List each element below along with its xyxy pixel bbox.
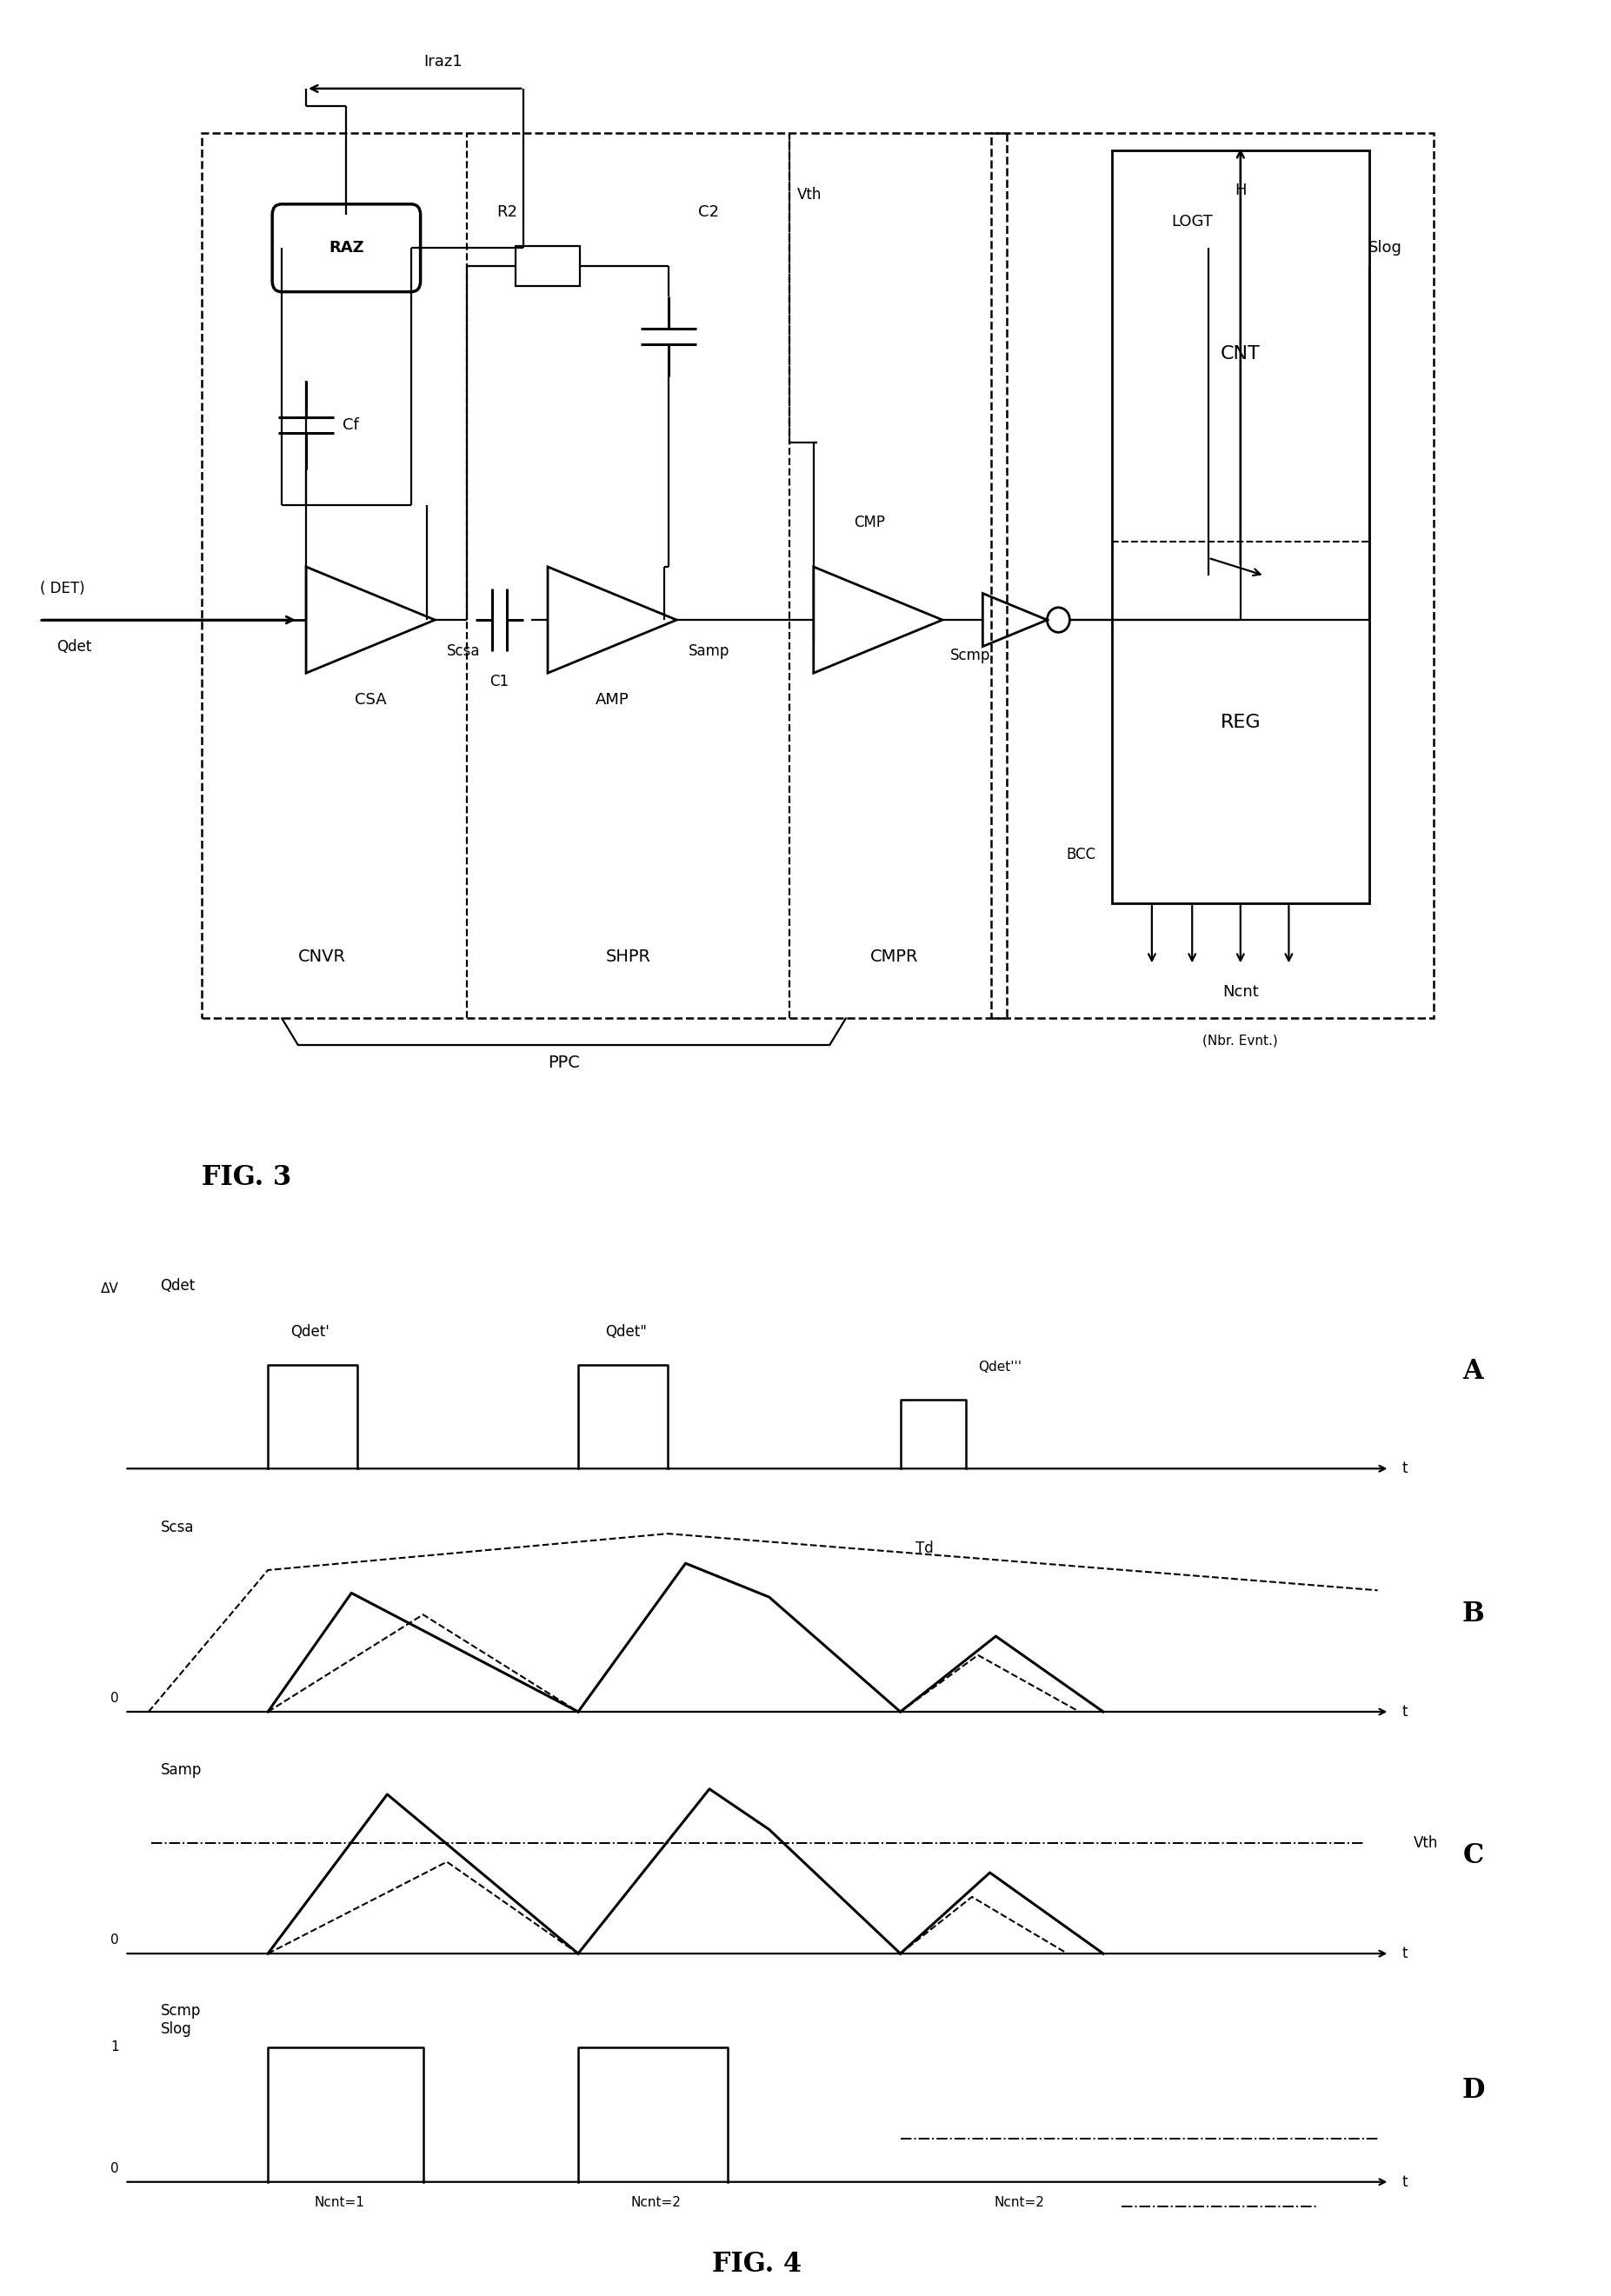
Text: Qdet: Qdet [161, 1279, 195, 1295]
Text: RAZ: RAZ [329, 241, 364, 255]
Text: Qdet: Qdet [56, 638, 92, 654]
Text: A: A [1463, 1357, 1484, 1384]
Text: 1: 1 [111, 2041, 119, 2053]
Text: FIG. 3: FIG. 3 [201, 1164, 292, 1192]
Bar [1112, 152, 1369, 902]
Text: Ncnt=2: Ncnt=2 [630, 2195, 681, 2209]
Text: 0: 0 [111, 1933, 119, 1947]
Text: Qdet''': Qdet''' [978, 1359, 1021, 1373]
Text: Scsa: Scsa [161, 1520, 193, 1536]
Text: Samp: Samp [690, 643, 730, 659]
Text: B: B [1461, 1600, 1484, 1628]
Text: (Nbr. Evnt.): (Nbr. Evnt.) [1203, 1033, 1278, 1047]
Text: AMP: AMP [596, 691, 628, 707]
Text: C2: C2 [699, 204, 719, 220]
Text: Vth: Vth [797, 186, 822, 202]
Text: REG: REG [1220, 714, 1261, 732]
Text: Samp: Samp [161, 1761, 201, 1777]
Bar [991, 133, 1434, 1019]
Text: Vth: Vth [1413, 1835, 1439, 1851]
Text: SHPR: SHPR [606, 948, 651, 964]
Text: Qdet': Qdet' [290, 1325, 329, 1339]
Text: t: t [1402, 1945, 1408, 1961]
Text: CNT: CNT [1221, 344, 1260, 363]
Text: H: H [1234, 184, 1247, 197]
Text: CMP: CMP [854, 514, 884, 530]
Text: t: t [1402, 1460, 1408, 1476]
Text: Scmp: Scmp [950, 647, 991, 664]
Text: R2: R2 [498, 204, 517, 220]
Text: BCC: BCC [1066, 847, 1095, 863]
Text: FIG. 4: FIG. 4 [712, 2250, 802, 2278]
Text: Ncnt=1: Ncnt=1 [314, 2195, 364, 2209]
Text: t: t [1402, 1704, 1408, 1720]
Text: LOGT: LOGT [1171, 214, 1213, 230]
Text: CMPR: CMPR [870, 948, 918, 964]
Text: CNVR: CNVR [298, 948, 346, 964]
Text: D: D [1461, 2078, 1485, 2105]
Text: Ncnt: Ncnt [1223, 985, 1258, 999]
Text: Scmp
Slog: Scmp Slog [161, 2004, 201, 2037]
Text: Cf: Cf [343, 418, 359, 434]
Text: C: C [1463, 1841, 1484, 1869]
Text: t: t [1402, 2174, 1408, 2190]
Text: Qdet": Qdet" [606, 1325, 646, 1339]
Bar [201, 133, 1007, 1019]
Text: 0: 0 [111, 1692, 119, 1706]
Text: Slog: Slog [1369, 241, 1402, 255]
Text: Iraz1: Iraz1 [424, 55, 462, 69]
Text: PPC: PPC [548, 1054, 580, 1070]
Text: CSA: CSA [354, 691, 387, 707]
Text: Scsa: Scsa [446, 643, 480, 659]
Text: Ncnt=2: Ncnt=2 [994, 2195, 1046, 2209]
Bar [516, 246, 580, 285]
Text: C1: C1 [490, 675, 509, 689]
Text: 0: 0 [111, 2163, 119, 2174]
Text: ΔV: ΔV [101, 1281, 119, 1295]
Text: Td: Td [915, 1541, 933, 1557]
Text: ( DET): ( DET) [40, 581, 85, 597]
